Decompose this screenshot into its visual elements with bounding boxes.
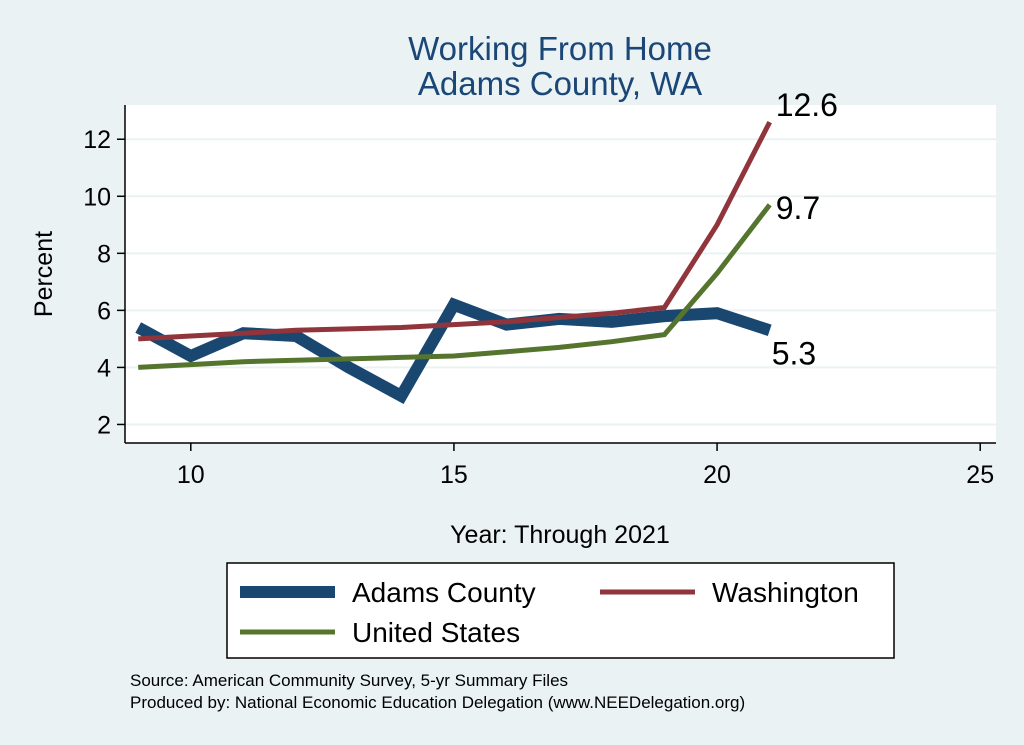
y-tick-label-2: 2 xyxy=(97,411,111,439)
legend-label-united-states: United States xyxy=(352,617,520,648)
x-tick-label-15: 15 xyxy=(440,461,468,489)
series-lines xyxy=(135,120,772,404)
x-tick-label-20: 20 xyxy=(703,461,731,489)
y-tick-label-8: 8 xyxy=(97,240,111,268)
end-labels: 5.3 12.6 9.7 xyxy=(772,87,838,371)
series-line-washington xyxy=(138,120,772,342)
x-tick-label-25: 25 xyxy=(966,461,994,489)
produced-by-line: Produced by: National Economic Education… xyxy=(130,693,745,712)
y-axis-ticks: 2 4 6 8 10 12 xyxy=(83,126,125,439)
series-line-united-states xyxy=(138,203,772,370)
plot-area xyxy=(125,105,996,443)
chart-title: Working From Home xyxy=(408,30,712,67)
legend-label-washington: Washington xyxy=(712,577,859,608)
end-label-washington: 12.6 xyxy=(776,87,838,123)
end-label-adams-county: 5.3 xyxy=(772,335,816,371)
gridlines xyxy=(125,138,996,426)
y-tick-label-4: 4 xyxy=(97,354,111,382)
y-tick-label-10: 10 xyxy=(83,183,111,211)
chart-subtitle: Adams County, WA xyxy=(418,65,702,102)
y-tick-label-12: 12 xyxy=(83,126,111,154)
y-tick-label-6: 6 xyxy=(97,297,111,325)
x-tick-label-10: 10 xyxy=(177,461,205,489)
legend-box xyxy=(226,562,895,659)
legend-label-adams-county: Adams County xyxy=(352,577,536,608)
end-label-united-states: 9.7 xyxy=(776,190,820,226)
x-axis-title: Year: Through 2021 xyxy=(450,521,670,549)
y-axis-title: Percent xyxy=(30,231,58,317)
source-line: Source: American Community Survey, 5-yr … xyxy=(130,671,568,690)
x-axis-ticks: 10 15 20 25 xyxy=(177,443,994,489)
